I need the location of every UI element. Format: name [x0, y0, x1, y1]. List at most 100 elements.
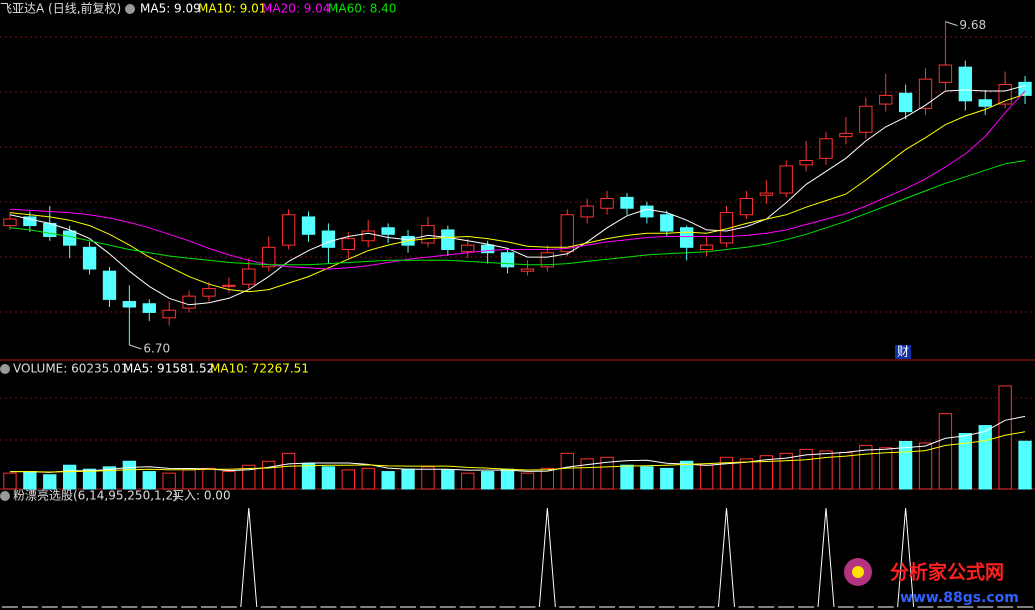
- volume-bar: [82, 468, 97, 490]
- volume-bar: [898, 440, 913, 490]
- candle-body: [142, 303, 156, 313]
- volume-bar: [500, 468, 515, 490]
- annotation-label: 9.68: [959, 18, 986, 32]
- candle-body: [978, 99, 992, 107]
- volume-bar: [918, 442, 933, 490]
- legend-entry: MA5: 9.09: [140, 2, 201, 16]
- volume-bar: [421, 466, 435, 490]
- candle-body: [3, 218, 17, 227]
- candle-body: [799, 159, 813, 166]
- signal-spike: [717, 507, 735, 608]
- candle-body: [938, 64, 953, 83]
- candle-body: [102, 270, 117, 300]
- volume-bar: [660, 467, 674, 490]
- volume-bar: [699, 464, 714, 490]
- volume-bar: [859, 444, 873, 490]
- logo-center: [852, 566, 864, 578]
- volume-title: VOLUME: 60235.01: [13, 362, 128, 376]
- volume-bar: [202, 467, 216, 490]
- candle-body: [122, 301, 137, 308]
- candle-body: [779, 165, 793, 194]
- legend-entry: MA10: 9.01: [198, 2, 266, 16]
- legend-entry: MA10: 72267.51: [210, 362, 309, 376]
- volume-bar: [520, 472, 535, 490]
- watermark-url: www.88gs.com: [900, 590, 1019, 606]
- volume-bar: [759, 455, 773, 490]
- volume-bar: [281, 452, 296, 490]
- volume-bar: [102, 466, 117, 490]
- volume-bar: [779, 452, 793, 490]
- signal-spike: [817, 507, 835, 608]
- volume-bar: [480, 471, 495, 490]
- candle-body: [421, 225, 435, 244]
- finance-marker[interactable]: 财: [897, 345, 909, 359]
- candle-body: [699, 244, 714, 250]
- candle-body: [480, 244, 495, 254]
- volume-bar: [301, 463, 316, 490]
- candle-body: [162, 309, 176, 319]
- menu-icon[interactable]: [0, 364, 10, 374]
- volume-bar: [839, 452, 853, 490]
- candle-body: [660, 214, 674, 232]
- volume-bar: [43, 474, 57, 490]
- volume-bar: [560, 452, 574, 490]
- candle-body: [560, 214, 574, 253]
- candle-body: [620, 196, 634, 209]
- ma-line: [10, 431, 1026, 473]
- legend-entry: MA60: 8.40: [328, 2, 396, 16]
- candle-body: [341, 238, 355, 250]
- volume-bar: [142, 471, 156, 490]
- indicator-title: 粉漂亮选股(6,14,95,250,1,2): [13, 488, 178, 503]
- candle-body: [580, 205, 594, 218]
- annotation-arrow: [945, 21, 958, 27]
- annotation-label: 6.70: [143, 341, 170, 355]
- grid: [0, 36, 1035, 490]
- finance-marker-box[interactable]: [895, 345, 911, 359]
- candle-body: [918, 78, 933, 109]
- candle-body: [262, 246, 276, 268]
- legend-entry: MA5: 91581.52: [123, 362, 214, 376]
- candle-body: [441, 229, 455, 250]
- header: 飞亚达A (日线,前复权) MA5: 9.09 MA10: 9.01 MA20:…: [0, 1, 1019, 606]
- volume-bar: [222, 471, 236, 490]
- legend-entry: 买入: 0.00: [172, 489, 231, 503]
- volume-bar: [441, 469, 455, 490]
- volume-bar: [620, 464, 634, 490]
- candle-body: [23, 216, 37, 227]
- candle-body: [600, 197, 614, 209]
- menu-icon[interactable]: [125, 4, 135, 14]
- volume-bar: [998, 385, 1012, 490]
- signal-spike: [897, 507, 915, 608]
- menu-icon[interactable]: [0, 491, 10, 501]
- volume-bar: [958, 433, 973, 490]
- legend-entry: MA20: 9.04: [262, 2, 330, 16]
- volume-bar: [879, 447, 893, 490]
- volume-bar: [122, 460, 137, 490]
- volume-bar: [262, 460, 276, 490]
- candle-body: [62, 230, 77, 246]
- candle-body: [361, 230, 375, 242]
- candle-body: [759, 192, 773, 196]
- annotation-arrow: [129, 344, 142, 350]
- volume-bar: [680, 460, 694, 490]
- volume-bar: [1018, 440, 1032, 490]
- candle-body: [321, 230, 336, 248]
- volume-bar: [182, 469, 196, 490]
- signal-spike: [538, 507, 556, 608]
- ma-line: [9, 93, 1026, 293]
- candle-body: [958, 66, 973, 102]
- stock-title: 飞亚达A (日线,前复权): [0, 1, 121, 16]
- candle-body: [739, 197, 754, 216]
- candle-body: [202, 288, 216, 297]
- volume-bar: [401, 468, 415, 490]
- candle-body: [640, 205, 654, 218]
- candle-body: [898, 92, 913, 113]
- candle-body: [520, 268, 535, 272]
- volume-bar: [162, 472, 176, 490]
- volume-bar: [381, 471, 395, 490]
- volume-bar: [819, 450, 833, 490]
- volume-bar: [580, 458, 594, 490]
- candle-body: [1018, 81, 1032, 96]
- volume-bar: [978, 425, 992, 490]
- volume-bar: [361, 467, 375, 490]
